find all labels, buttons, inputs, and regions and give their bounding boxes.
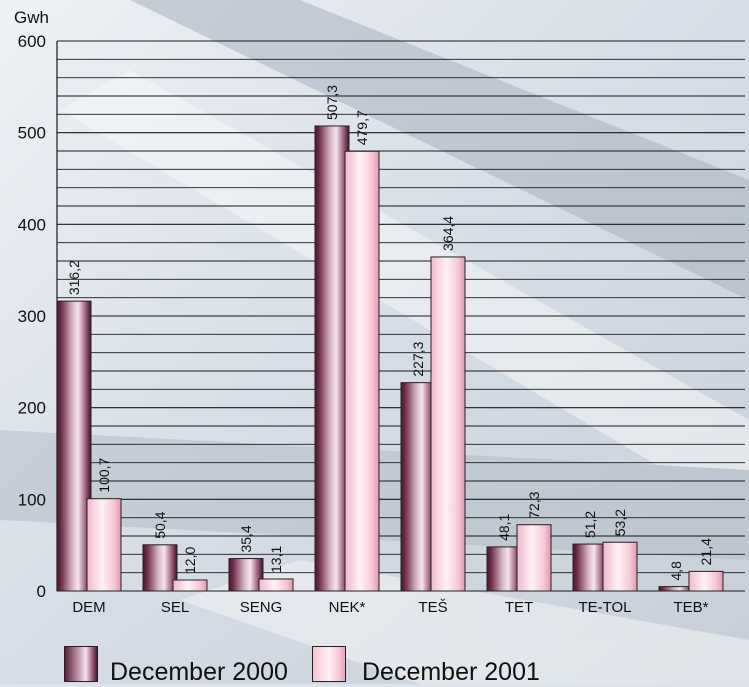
data-label: 48,1: [496, 513, 512, 540]
data-label: 72,3: [526, 491, 542, 518]
data-label: 35,4: [238, 525, 254, 552]
bar: [400, 382, 436, 592]
y-tick-label: 0: [37, 582, 46, 601]
data-label: 13,1: [268, 546, 284, 573]
bar: [56, 300, 92, 592]
data-label: 364,4: [440, 216, 456, 251]
bar: [430, 256, 466, 592]
y-tick-label: 200: [18, 399, 46, 418]
y-tick-label: 100: [18, 490, 46, 509]
bar: [86, 498, 122, 592]
bar: [344, 150, 380, 592]
bar: [172, 579, 208, 592]
legend-swatch-2001: [312, 646, 346, 682]
data-label: 479,7: [354, 110, 370, 145]
x-tick-label: TET: [505, 599, 533, 616]
legend-label-2001: December 2001: [362, 658, 540, 686]
data-label: 227,3: [410, 341, 426, 376]
data-labels: 316,2 100,7 50,4 12,0 35,4 13,1 507,3 479,7 227,…: [66, 85, 714, 581]
legend-label-2000: December 2000: [110, 658, 288, 686]
y-tick-label: 500: [18, 124, 46, 143]
data-label: 12,0: [182, 547, 198, 574]
y-tick-label: 300: [18, 307, 46, 326]
data-label: 53,2: [612, 509, 628, 536]
bar: [228, 558, 264, 592]
bars: [56, 125, 724, 592]
x-tick-label: NEK*: [329, 599, 366, 616]
data-label: 100,7: [96, 457, 112, 492]
x-tick-label: TEŠ: [418, 599, 447, 616]
data-label: 316,2: [66, 260, 82, 295]
bar: [658, 586, 694, 592]
data-label: 50,4: [152, 511, 168, 538]
bar: [142, 544, 178, 592]
data-label: 507,3: [324, 85, 340, 120]
legend-swatch-2000: [64, 646, 98, 682]
bar: [572, 543, 608, 592]
data-label: 4,8: [668, 561, 684, 581]
bar: [486, 546, 522, 592]
data-label: 21,4: [698, 538, 714, 565]
y-axis-label: Gwh: [14, 8, 49, 27]
bar: [688, 570, 724, 592]
x-tick-label: TEB*: [673, 599, 708, 616]
bar: [516, 524, 552, 592]
bar: [602, 541, 638, 592]
legend: December 2000 December 2001: [0, 644, 749, 686]
y-tick-label: 400: [18, 215, 46, 234]
bar: [314, 125, 350, 592]
bar: [258, 578, 294, 592]
x-tick-label: SENG: [240, 599, 283, 616]
x-tick-label: TE-TOL: [578, 599, 631, 616]
data-label: 51,2: [582, 511, 598, 538]
x-tick-label: SEL: [161, 599, 189, 616]
y-tick-label: 600: [18, 32, 46, 51]
x-tick-label: DEM: [72, 599, 105, 616]
